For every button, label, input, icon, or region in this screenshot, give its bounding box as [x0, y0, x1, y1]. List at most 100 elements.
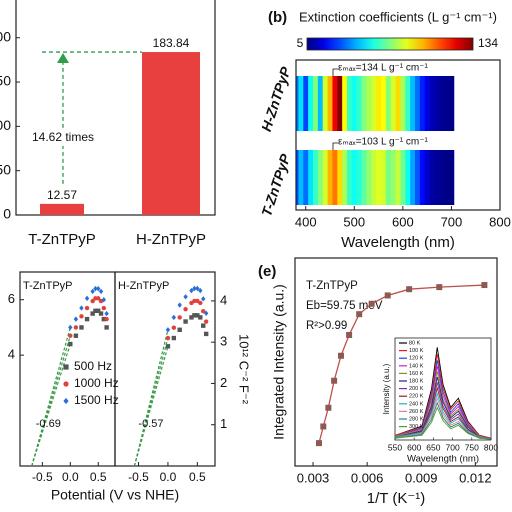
plot-frame — [295, 59, 501, 211]
heat-cell — [361, 150, 367, 205]
heat-cell — [376, 76, 382, 131]
heat-cell — [410, 76, 416, 131]
data-point — [73, 333, 79, 338]
data-point — [337, 352, 344, 359]
plot-frame — [294, 257, 498, 467]
data-point — [68, 341, 73, 347]
value-label: 183.84 — [153, 36, 190, 50]
row-label: T-ZnTPyP — [258, 151, 293, 218]
x-tick-label: 700 — [441, 214, 463, 229]
data-point — [165, 327, 171, 333]
y-tick-label: 200 — [0, 28, 11, 44]
heat-cell — [434, 76, 440, 131]
x-tick-label: 0.012 — [459, 470, 492, 485]
x-axis-label: 1/T (K⁻¹) — [367, 490, 425, 507]
data-point — [384, 292, 391, 299]
subplot-title: H-ZnTPyP — [118, 280, 169, 292]
heat-cell — [298, 150, 304, 205]
data-point — [195, 313, 200, 318]
heat-cell — [415, 150, 421, 205]
chart-title: Extinction coefficients (L g⁻¹ cm⁻¹) — [299, 9, 497, 24]
x-tick-label: T-ZnTPyP — [28, 231, 96, 248]
heat-cell — [327, 150, 333, 205]
heat-cell — [317, 76, 324, 131]
heat-cell — [342, 76, 348, 131]
heat-cell — [322, 150, 328, 205]
x-tick-label: H-ZnTPyP — [136, 231, 206, 248]
x-tick-label: 0.003 — [297, 470, 330, 485]
bar — [40, 203, 84, 215]
heat-cell — [419, 150, 426, 205]
legend-label: 1500 Hz — [74, 393, 119, 407]
heat-cell — [317, 150, 324, 205]
heat-cell — [429, 150, 435, 205]
legend-marker — [63, 381, 69, 387]
data-point — [177, 327, 182, 332]
heat-cell — [449, 76, 455, 131]
legend-marker — [63, 364, 69, 370]
heat-cell — [376, 150, 382, 205]
heat-cell — [313, 76, 319, 131]
data-point — [101, 297, 107, 303]
x-tick-label: 0.009 — [405, 470, 438, 485]
data-point — [98, 288, 104, 295]
data-point — [203, 310, 209, 316]
data-point — [73, 325, 79, 330]
annotation: R²>0.99 — [306, 320, 347, 332]
legend-label: 140 K — [409, 363, 424, 369]
legend-label: 100 K — [409, 348, 424, 354]
heat-cell — [361, 76, 367, 131]
data-point — [203, 319, 209, 324]
data-point — [346, 331, 353, 338]
heat-cell — [308, 76, 314, 131]
extrapolation-line — [133, 337, 169, 467]
data-point — [198, 300, 203, 306]
heat-cell — [405, 76, 411, 131]
heat-cell — [424, 76, 430, 131]
data-point — [203, 331, 209, 337]
heat-cell — [298, 76, 304, 131]
heat-cell — [296, 76, 299, 131]
heat-cell — [429, 76, 435, 131]
y-tick-label: 4 — [8, 347, 15, 362]
data-point — [183, 319, 188, 324]
data-point — [171, 325, 177, 330]
data-point — [331, 377, 338, 384]
heat-cell — [444, 150, 450, 205]
x-tick-label: 600 — [392, 214, 414, 229]
data-point — [104, 316, 109, 322]
data-point — [320, 423, 327, 430]
extrapolation-line — [133, 346, 169, 467]
row-label: H-ZnTPyP — [258, 64, 294, 133]
annotation: εₘₐₓ=134 L g⁻¹ cm⁻¹ — [338, 63, 429, 74]
legend-label: 80 K — [409, 340, 421, 346]
x-tick-label: 0.0 — [62, 470, 79, 484]
data-point — [84, 305, 90, 311]
data-point — [198, 315, 203, 320]
annotation: εₘₐₓ=103 L g⁻¹ cm⁻¹ — [338, 137, 429, 148]
heat-cell — [400, 150, 406, 205]
data-point — [198, 287, 203, 294]
heat-cell — [366, 76, 372, 131]
data-point — [73, 316, 79, 322]
data-point — [101, 305, 107, 311]
data-point — [436, 284, 443, 291]
heat-cell — [395, 150, 401, 205]
heat-cell — [410, 150, 416, 205]
data-point — [79, 325, 84, 330]
x-tick-label: -0.5 — [128, 470, 149, 484]
spectrum-line — [394, 392, 492, 440]
subplot-title: T-ZnTPyP — [23, 280, 73, 292]
data-point — [171, 314, 177, 321]
inset-x-tick-label: 700 — [446, 442, 460, 452]
y-tick-label: 100 — [0, 117, 11, 133]
data-point — [177, 302, 182, 308]
heat-cell — [356, 76, 362, 131]
heat-cell — [332, 76, 338, 131]
heat-cell — [444, 76, 450, 131]
spectrum-line — [394, 406, 492, 440]
annotation: Eb=59.75 meV — [306, 300, 383, 312]
annotation-bg — [30, 129, 98, 146]
inset-x-tick-label: 600 — [407, 442, 421, 452]
